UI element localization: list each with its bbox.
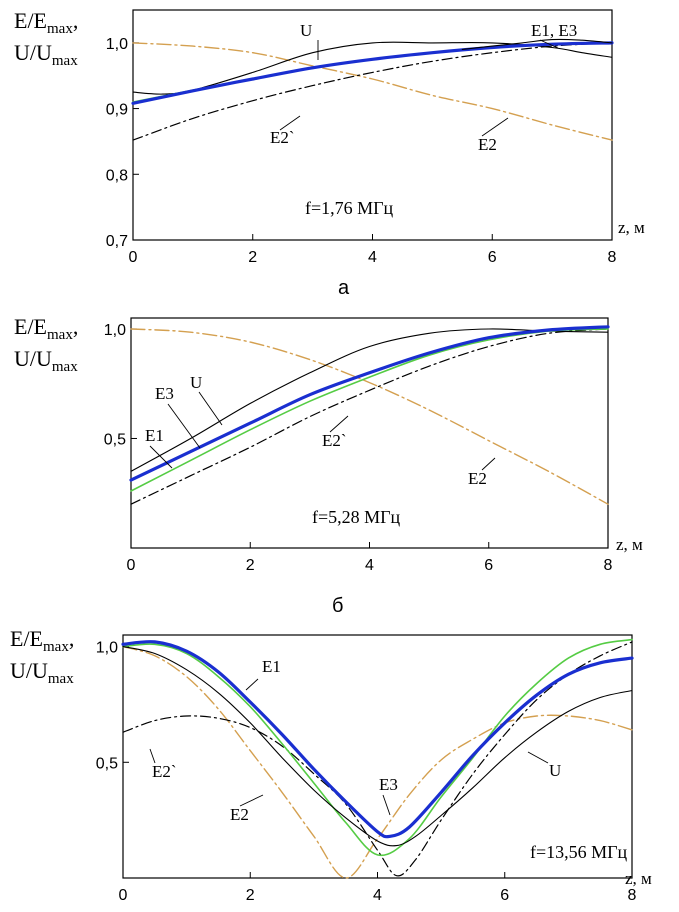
y-title-u-sub: max — [52, 359, 78, 375]
panel-b-y-title: E/Emax, U/Umax — [14, 314, 78, 375]
svg-text:E/Emax,: E/Emax, — [14, 8, 78, 37]
y-title-e-sub: max — [47, 21, 73, 37]
svg-text:E/Emax,: E/Emax, — [14, 314, 78, 343]
curve-label: E2` — [152, 762, 177, 781]
leader-line — [329, 415, 349, 433]
y-title-u-sub: max — [48, 671, 74, 687]
y-title-e-sub: max — [43, 639, 69, 655]
y-tick-label: 0,5 — [96, 755, 118, 772]
x-tick-label: 2 — [246, 887, 255, 904]
leader-line — [149, 445, 173, 469]
x-tick-label: 0 — [127, 557, 136, 574]
curve-label: E2` — [270, 128, 295, 147]
curve-label: E1 — [262, 657, 281, 676]
x-tick-label: 8 — [628, 887, 637, 904]
panel-c-y-title: E/Emax, U/Umax — [10, 626, 74, 687]
x-tick-label: 0 — [129, 249, 138, 266]
series-line-e2 — [122, 645, 633, 879]
y-tick-label: 0,8 — [106, 167, 128, 184]
series-line-e2prime — [132, 42, 613, 141]
series-line-e3 — [129, 325, 610, 482]
y-tick-label: 1,0 — [106, 36, 128, 53]
curve-label: U — [190, 373, 202, 392]
chart-panel-c: 0 2 4 6 8 0,5 1,0 E1 E2` E2 E3 U — [96, 634, 637, 904]
panel-b-x-unit: z, м — [616, 535, 643, 554]
curve-label: E1, E3 — [531, 21, 577, 40]
series-line-e2 — [130, 328, 609, 505]
series-line-e3 — [131, 41, 614, 105]
plot-layer: 0 2 4 6 8 0,7 0,8 0,9 1,0 U E1, E3 E2` E2 0 2 4 6 8 0,5 1,0… — [96, 9, 637, 904]
x-tick-label: 2 — [248, 249, 257, 266]
svg-text:U/Umax: U/Umax — [10, 658, 74, 687]
panel-a-annotation: f=1,76 МГц — [305, 198, 394, 218]
svg-text:U/Umax: U/Umax — [14, 346, 78, 375]
y-tick-label: 1,0 — [96, 640, 118, 657]
series-line-e2prime — [122, 641, 633, 877]
series-line-e2 — [132, 42, 613, 141]
leader-line — [239, 794, 264, 807]
x-tick-label: 4 — [365, 557, 374, 574]
y-title-e: E/E — [14, 8, 47, 33]
leader-line — [527, 751, 549, 764]
chart-panel-a: 0 2 4 6 8 0,7 0,8 0,9 1,0 U E1, E3 E2` E2 — [106, 9, 617, 266]
x-tick-label: 8 — [608, 249, 617, 266]
panel-b-label: б — [332, 595, 343, 617]
x-tick-label: 4 — [368, 249, 377, 266]
y-title-e: E/E — [10, 626, 43, 651]
curve-label: U — [300, 21, 312, 40]
panel-c-annotation: f=13,56 МГц — [530, 842, 628, 862]
leader-line — [279, 115, 301, 131]
x-tick-label: 6 — [500, 887, 509, 904]
chart-panel-b: 0 2 4 6 8 0,5 1,0 E3 U E1 E2` E2 — [104, 317, 613, 574]
x-tick-label: 6 — [484, 557, 493, 574]
curve-label: E2 — [478, 135, 497, 154]
curve-label: U — [549, 761, 561, 780]
y-title-u: U/U — [10, 658, 48, 683]
panel-b-annotation: f=5,28 МГц — [312, 507, 401, 527]
leader-line — [198, 391, 223, 426]
leader-line — [481, 457, 496, 471]
curve-label: E2 — [468, 469, 487, 488]
x-tick-label: 6 — [488, 249, 497, 266]
leader-line — [245, 678, 259, 691]
svg-text:U/Umax: U/Umax — [14, 40, 78, 69]
y-title-u: U/U — [14, 40, 52, 65]
x-tick-label: 2 — [246, 557, 255, 574]
series-line-u — [122, 646, 633, 847]
curve-label: E3 — [155, 384, 174, 403]
series-line-e1 — [122, 638, 633, 857]
y-tick-label: 0,5 — [104, 431, 126, 448]
y-tick-label: 1,0 — [104, 322, 126, 339]
curve-label: E2 — [230, 805, 249, 824]
leader-line — [149, 748, 156, 764]
curve-label: E1 — [145, 426, 164, 445]
series-line-u — [130, 328, 609, 472]
leader-line — [167, 403, 201, 449]
series-line-u — [132, 41, 613, 95]
x-tick-label: 8 — [604, 557, 613, 574]
series-line-u2 — [461, 38, 613, 50]
series-line-e1 — [130, 328, 609, 492]
y-title-e: E/E — [14, 314, 47, 339]
curve-label: E3 — [379, 775, 398, 794]
panel-a-label: а — [338, 277, 350, 299]
panel-a-x-unit: z, м — [618, 218, 645, 237]
curve-label: E2` — [322, 431, 347, 450]
panel-a-y-title: E/Emax, U/Umax — [14, 8, 78, 69]
leader-line — [539, 39, 559, 49]
series-line-e2prime — [130, 328, 609, 505]
svg-text:E/Emax,: E/Emax, — [10, 626, 74, 655]
y-title-u-sub: max — [52, 53, 78, 69]
y-tick-label: 0,9 — [106, 102, 128, 119]
x-tick-label: 4 — [373, 887, 382, 904]
leader-line — [481, 117, 509, 137]
leader-line — [382, 794, 391, 816]
y-tick-label: 0,7 — [106, 233, 128, 250]
series-line-e3 — [121, 640, 634, 839]
y-title-e-sub: max — [47, 327, 73, 343]
x-tick-label: 0 — [119, 887, 128, 904]
y-title-u: U/U — [14, 346, 52, 371]
